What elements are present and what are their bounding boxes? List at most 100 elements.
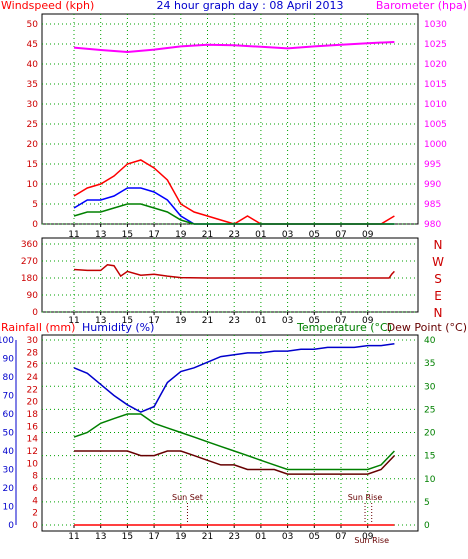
humidity-tick-label: 20 (3, 484, 15, 494)
direction-tick-label: 270 (21, 257, 38, 267)
temperature-tick-label: 25 (424, 405, 435, 415)
rain-tick-label: 30 (27, 336, 39, 346)
humidity-tick-label: 100 (0, 336, 14, 346)
windspeed-tick-label: 0 (32, 220, 38, 230)
wind-x-tick-label: 01 (255, 230, 266, 240)
series-line-humidity (73, 342, 395, 413)
rain-tick-label: 28 (27, 348, 39, 358)
barometer-tick-label: 995 (424, 160, 441, 170)
temperature-x-tick-label: 07 (335, 532, 346, 542)
wind-x-tick-label: 15 (122, 230, 133, 240)
temperature-x-tick-label: 21 (202, 532, 213, 542)
humidity-tick-label: 10 (3, 503, 15, 513)
temperature-tick-label: 20 (424, 429, 436, 439)
rain-tick-label: 2 (32, 509, 38, 519)
direction-x-tick-label: 05 (309, 316, 320, 326)
temperature-x-tick-label: 13 (95, 532, 106, 542)
temperature-x-tick-label: 15 (122, 532, 133, 542)
wind-x-tick-label: 21 (202, 230, 213, 240)
temperature-tick-label: 5 (424, 498, 430, 508)
humidity-tick-label: 50 (3, 429, 15, 439)
direction-x-tick-label: 01 (255, 316, 266, 326)
temperature-x-tick-label: 17 (148, 532, 159, 542)
humidity-tick-label: 90 (3, 355, 15, 365)
barometer-tick-label: 980 (424, 220, 441, 230)
compass-label: N (434, 306, 443, 320)
humidity-tick-label: 80 (3, 373, 15, 383)
rain-tick-label: 18 (27, 410, 39, 420)
direction-x-tick-label: 17 (148, 316, 159, 326)
wind-x-tick-label: 09 (362, 230, 374, 240)
rain-tick-label: 6 (32, 484, 38, 494)
wind-x-tick-label: 17 (148, 230, 159, 240)
rain-tick-label: 22 (27, 385, 38, 395)
temperature-x-tick-label: 03 (282, 532, 293, 542)
rain-tick-label: 24 (27, 373, 39, 383)
temperature-x-tick-label: 23 (228, 532, 239, 542)
barometer-tick-label: 1030 (424, 20, 447, 30)
wind-x-tick-label: 05 (309, 230, 320, 240)
windspeed-tick-label: 35 (27, 80, 38, 90)
wind-x-tick-label: 13 (95, 230, 106, 240)
chart-title: 24 hour graph day : 08 April 2013 (157, 0, 344, 12)
direction-x-tick-label: 19 (175, 316, 187, 326)
rain-tick-label: 8 (32, 472, 38, 482)
rainfall-axis-label: Rainfall (mm) (1, 321, 75, 334)
temperature-tick-label: 15 (424, 452, 435, 462)
compass-label: W (432, 255, 444, 269)
windspeed-tick-label: 40 (27, 60, 39, 70)
direction-tick-label: 90 (27, 291, 39, 301)
rain-tick-label: 4 (32, 496, 38, 506)
direction-tick-label: 180 (21, 274, 38, 284)
dewpoint-axis-label: Dew Point (°C) (387, 321, 467, 334)
wind-x-tick-label: 07 (335, 230, 346, 240)
series-line-dew-point (74, 450, 395, 475)
compass-label: N (434, 238, 443, 252)
temperature-x-tick-label: 09 (362, 532, 374, 542)
rain-tick-label: 12 (27, 447, 38, 457)
barometer-tick-label: 1005 (424, 120, 447, 130)
barometer-tick-label: 1020 (424, 60, 447, 70)
rain-tick-label: 10 (27, 459, 39, 469)
humidity-tick-label: 60 (3, 410, 15, 420)
rain-tick-label: 14 (27, 435, 39, 445)
rain-tick-label: 0 (32, 521, 38, 531)
wind-x-tick-label: 11 (68, 230, 79, 240)
direction-panel (41, 237, 419, 313)
windspeed-tick-label: 15 (27, 160, 38, 170)
direction-x-tick-label: 15 (122, 316, 133, 326)
temperature-x-tick-label: 05 (309, 532, 320, 542)
temperature-x-tick-label: 11 (68, 532, 79, 542)
direction-tick-label: 360 (21, 240, 38, 250)
windspeed-tick-label: 5 (32, 200, 38, 210)
temperature-x-tick-label: 01 (255, 532, 266, 542)
temperature-tick-label: 0 (424, 521, 430, 531)
barometer-tick-label: 985 (424, 200, 441, 210)
temperature-tick-label: 40 (424, 336, 436, 346)
humidity-tick-label: 70 (3, 392, 15, 402)
series-line-temperature (73, 413, 395, 471)
direction-x-tick-label: 21 (202, 316, 213, 326)
direction-x-tick-label: 09 (362, 316, 374, 326)
sun-event-label: Sun Rise (348, 493, 383, 502)
windspeed-tick-label: 30 (27, 100, 39, 110)
windspeed-tick-label: 20 (27, 140, 39, 150)
windspeed-tick-label: 10 (27, 180, 39, 190)
barometer-tick-label: 1010 (424, 100, 447, 110)
direction-x-tick-label: 13 (95, 316, 106, 326)
windspeed-tick-label: 25 (27, 120, 38, 130)
barometer-tick-label: 990 (424, 180, 441, 190)
rain-tick-label: 26 (27, 361, 39, 371)
rain-tick-label: 16 (27, 422, 39, 432)
direction-tick-label: 0 (32, 308, 38, 318)
temperature-axis-label: Temperature (°C) (296, 321, 392, 334)
barometer-tick-label: 1000 (424, 140, 447, 150)
direction-x-tick-label: 03 (282, 316, 293, 326)
humidity-axis-label: Humidity (%) (82, 321, 154, 334)
barometer-axis-label: Barometer (hpa) (376, 0, 467, 12)
series-line-barometer (73, 41, 395, 54)
temperature-tick-label: 30 (424, 382, 436, 392)
temperature-tick-label: 35 (424, 359, 435, 369)
direction-x-tick-label: 11 (68, 316, 79, 326)
temperature-x-tick-label: 19 (175, 532, 187, 542)
